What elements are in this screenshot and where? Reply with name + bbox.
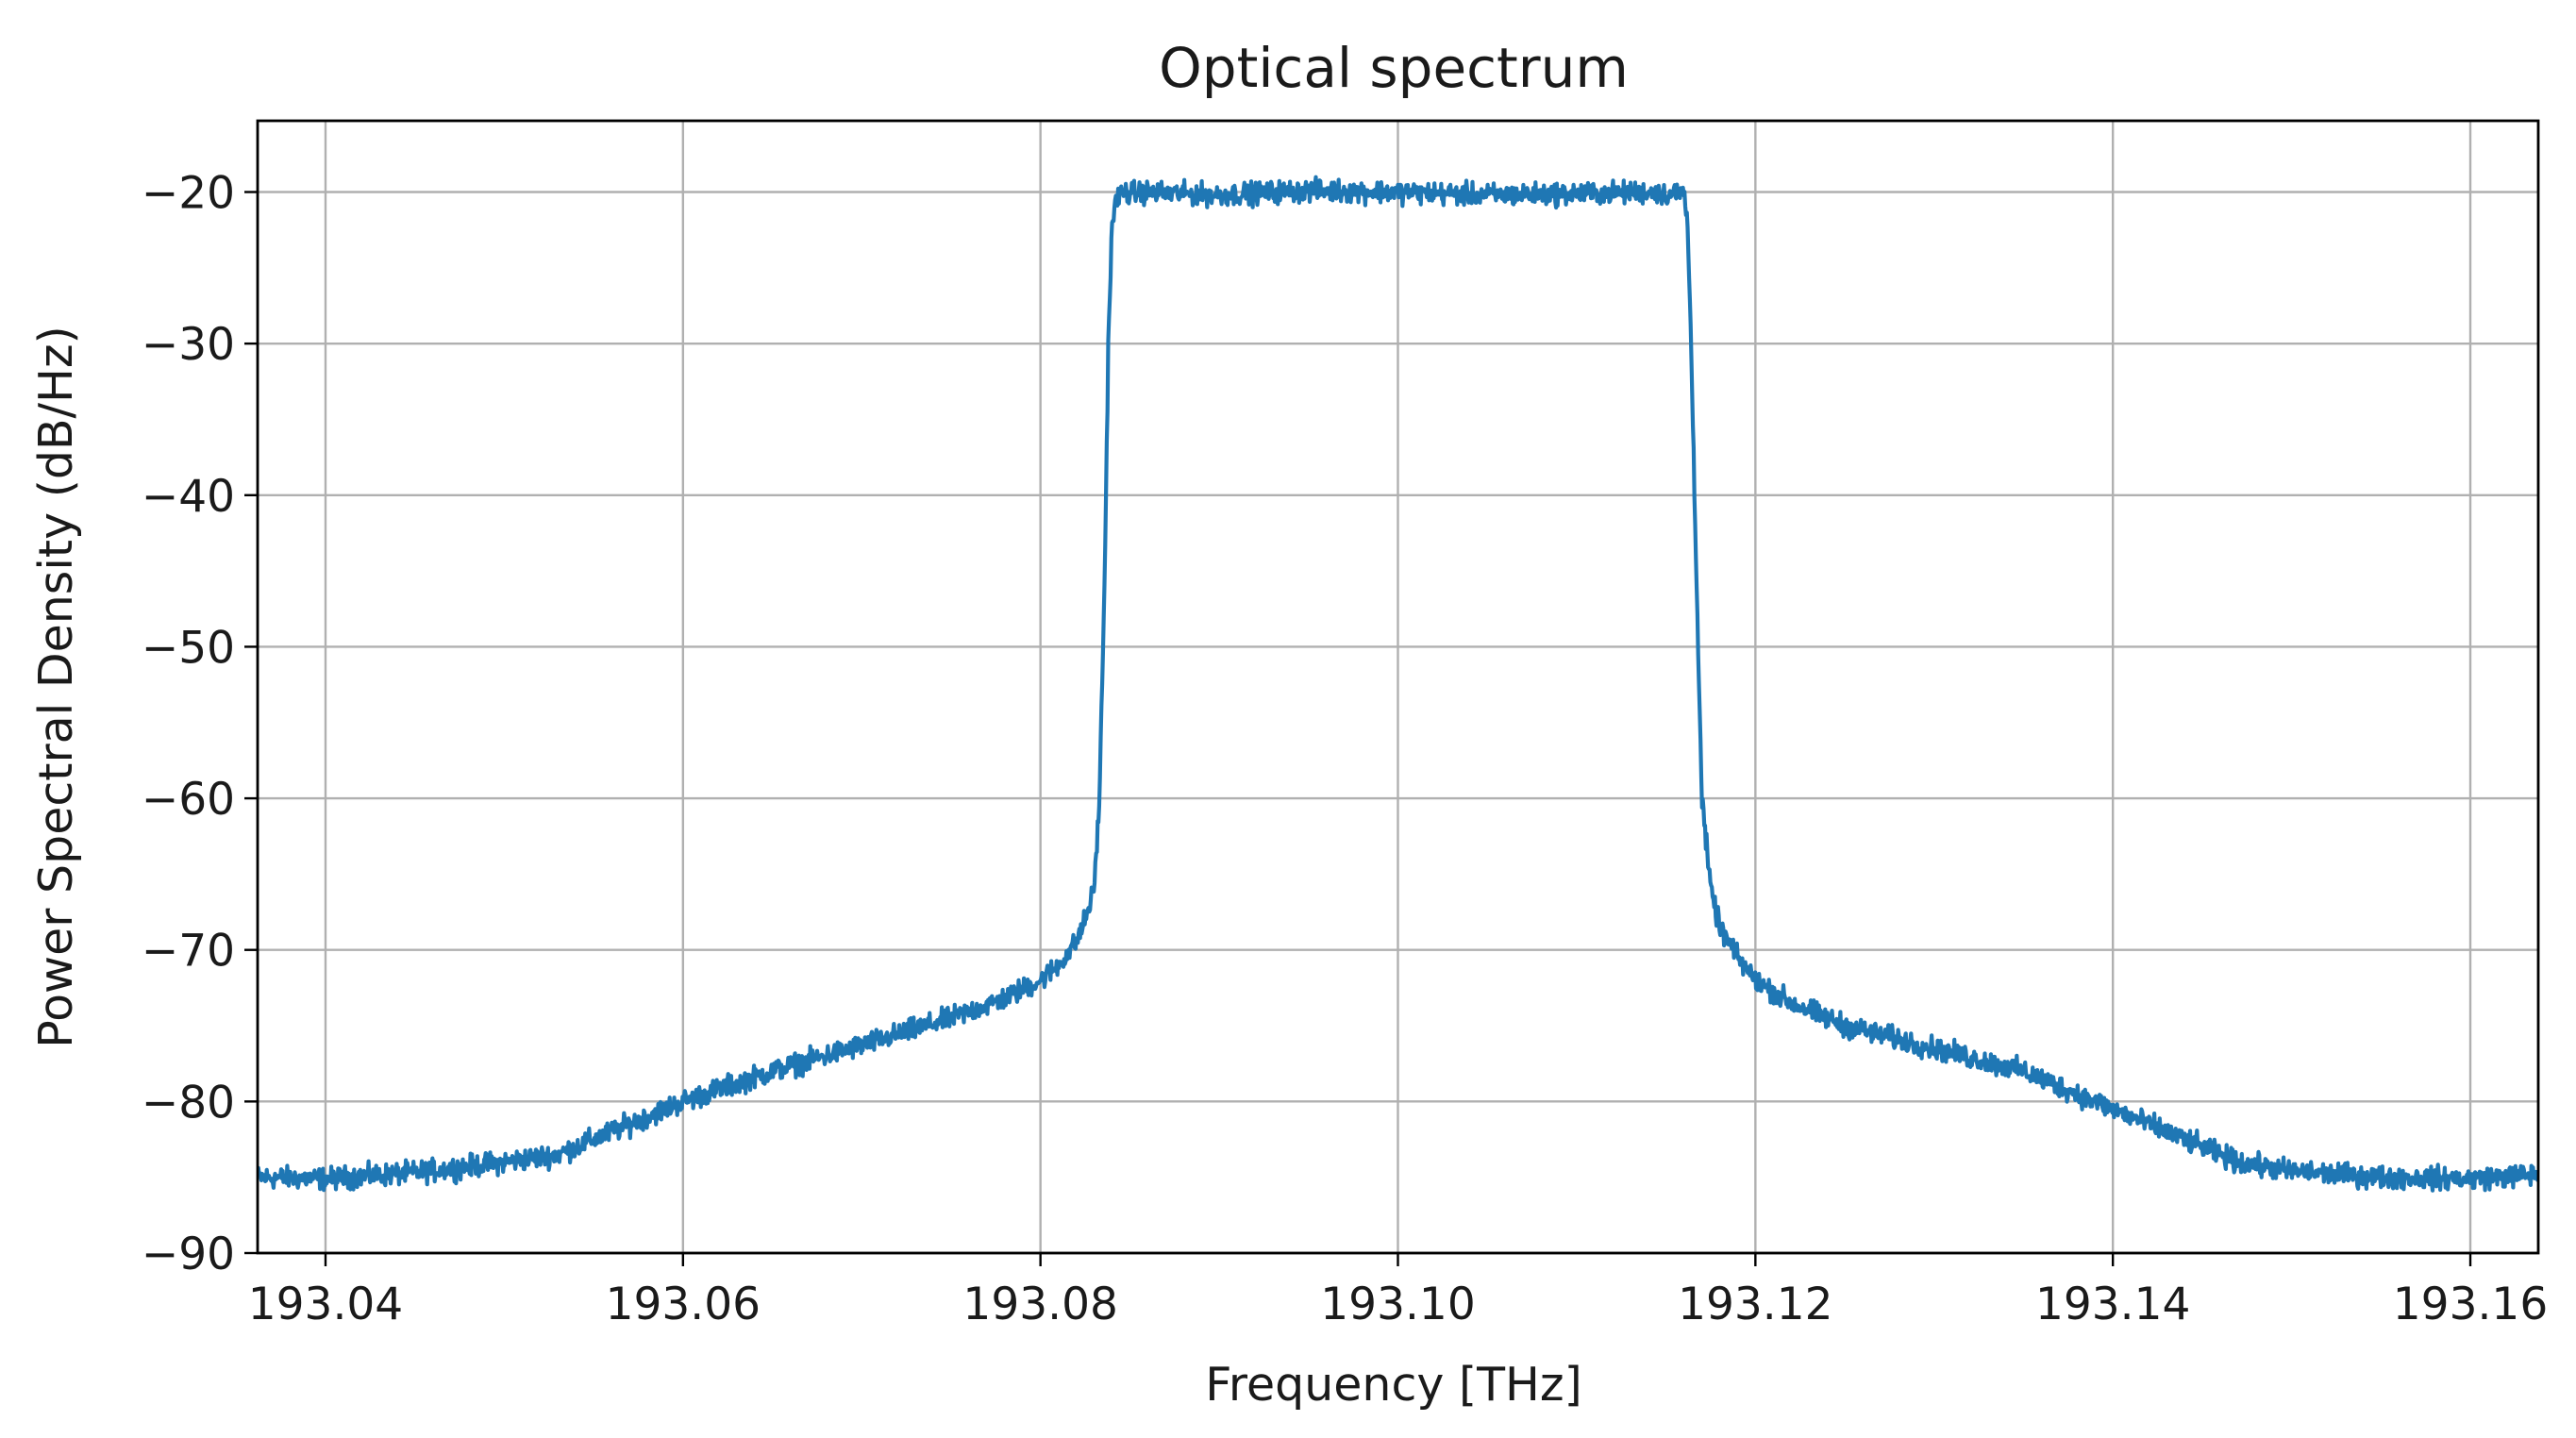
y-tick-label: −30 [142, 319, 235, 371]
x-tick-label: 193.04 [248, 1279, 403, 1330]
y-tick-label: −80 [142, 1077, 235, 1129]
y-grid-lines [258, 191, 2538, 1255]
y-axis-label: Power Spectral Density (dB/Hz) [29, 326, 83, 1047]
x-tick-label: 193.10 [1320, 1279, 1475, 1330]
x-axis-ticks: 193.04 193.06 193.08 193.10 193.12 193.14 193.… [248, 1253, 2548, 1330]
y-tick-label: −50 [142, 622, 235, 674]
x-tick-label: 193.06 [606, 1279, 761, 1330]
x-axis-label: Frequency [THz] [1205, 1358, 1581, 1412]
chart-title: Optical spectrum [1159, 36, 1629, 100]
series-layer [258, 175, 2538, 1193]
y-tick-label: −70 [142, 926, 235, 978]
x-tick-label: 193.16 [2393, 1279, 2548, 1330]
x-tick-label: 193.12 [1678, 1279, 1832, 1330]
y-tick-label: −60 [142, 774, 235, 826]
x-tick-label: 193.14 [2035, 1279, 2190, 1330]
spectrum-series-line [258, 175, 2538, 1193]
y-axis-ticks: −90 −80 −70 −60 −50 −40 −30 −20 [142, 168, 258, 1280]
x-tick-label: 193.08 [962, 1279, 1117, 1330]
y-tick-label: −40 [142, 471, 235, 523]
y-tick-label: −20 [142, 168, 235, 220]
x-grid-lines [324, 121, 2472, 1253]
y-tick-label: −90 [142, 1229, 235, 1280]
